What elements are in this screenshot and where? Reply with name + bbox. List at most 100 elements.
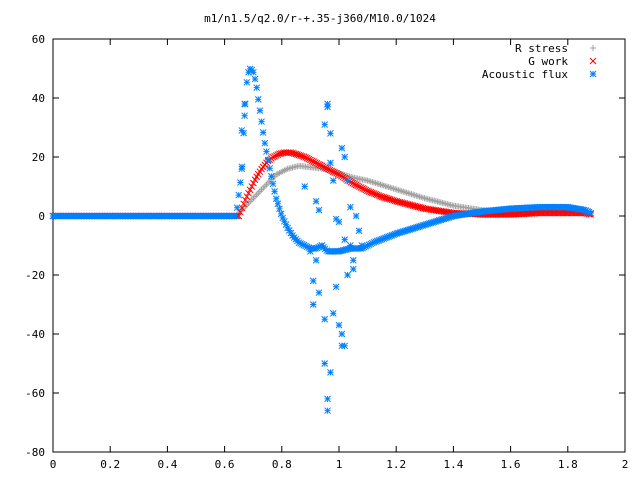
data-point [362,186,370,194]
y-tick-label: 20 [32,151,45,164]
data-point [310,158,318,166]
legend-marker [590,45,596,51]
data-point [587,209,595,217]
data-point [307,156,314,164]
data-point [335,218,343,226]
data-point [349,256,357,264]
data-point [559,209,567,217]
data-point [324,407,331,415]
data-point [323,165,331,172]
data-point [240,200,247,208]
data-point [250,179,257,187]
data-point [347,242,354,249]
y-tick-label: 0 [38,210,45,223]
data-point [549,209,557,217]
data-point [241,112,248,120]
data-point [327,130,334,137]
data-point [562,209,570,217]
data-point [326,166,334,174]
data-point [271,188,278,195]
data-point [243,78,251,86]
data-point [235,191,243,199]
data-point [315,206,323,214]
y-tick-label: -20 [25,269,45,282]
data-point [276,205,283,213]
data-point [274,200,282,208]
data-point [307,248,314,255]
plot-frame [52,38,626,453]
data-point [328,167,335,175]
legend-label: Acoustic flux [482,68,568,81]
data-point [338,330,346,338]
data-point [332,283,340,291]
series-1 [49,149,595,220]
x-tick-label: 0.8 [272,458,292,471]
data-point [327,368,334,376]
y-tick-label: 60 [32,33,45,46]
data-point [540,209,547,217]
data-marks [49,65,595,415]
data-point [334,170,342,178]
data-point [329,177,337,184]
data-point [548,209,555,217]
data-point [551,209,559,217]
legend-label: R stress [515,42,568,55]
data-point [329,309,337,317]
data-point [245,189,252,197]
data-point [535,209,542,217]
data-point [536,209,544,217]
data-point [321,121,329,128]
data-point [305,155,313,163]
data-point [358,242,366,249]
x-tick-label: 0 [50,458,57,471]
x-tick-label: 0.4 [157,458,177,471]
y-tick-label: -60 [25,387,45,400]
data-point [544,209,552,217]
data-point [237,179,244,186]
data-point [329,168,337,176]
data-point [341,153,349,161]
data-point [253,84,261,91]
data-point [341,236,349,243]
data-point [246,186,254,194]
data-point [254,96,262,103]
data-point [235,212,243,220]
data-point [303,154,311,162]
x-tick-label: 0.6 [215,458,235,471]
series-2 [49,65,595,255]
data-point [349,179,357,187]
data-point [259,129,267,136]
data-point [264,156,272,164]
data-point [344,177,351,184]
series-scatter [238,100,366,415]
data-point [256,107,264,114]
data-point [318,162,326,170]
chart-title: m1/n1.5/q2.0/r-+.35-j360/M10.0/1024 [204,12,436,25]
data-point [543,209,551,217]
data-point [324,395,331,403]
data-point [347,203,354,211]
data-point [352,212,360,220]
data-point [541,209,549,217]
data-point [325,165,332,173]
x-tick-label: 1.4 [443,458,463,471]
x-tick-label: 1.2 [386,458,406,471]
data-point [243,193,251,200]
x-tick-label: 1.6 [501,458,521,471]
data-point [301,183,309,190]
data-point [341,342,349,350]
data-point [266,164,274,172]
data-point [318,242,326,249]
data-point [359,184,366,192]
data-point [308,157,316,165]
data-point [282,149,290,156]
legend-label: G work [528,55,568,68]
axes: 0 0.2 0.4 0.6 0.8 1 1.2 1.4 1.6 1.8 2 -80 -60 -40 -20 0… [25,33,628,471]
data-point [272,152,280,159]
data-point [546,209,554,217]
data-point [258,118,265,125]
data-point [554,209,562,217]
y-tick-label: -40 [25,328,45,341]
